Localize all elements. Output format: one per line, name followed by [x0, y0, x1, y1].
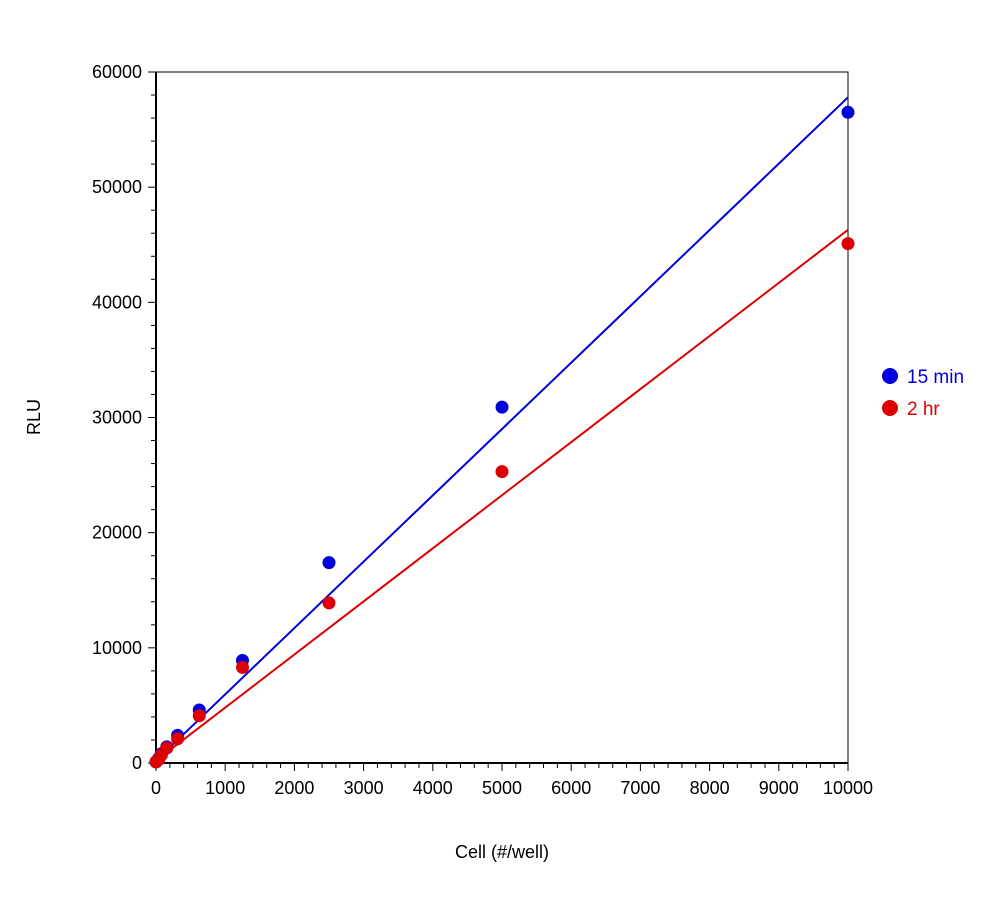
- legend-marker: [882, 368, 898, 384]
- y-tick-label: 50000: [92, 177, 142, 197]
- x-tick-label: 1000: [205, 778, 245, 798]
- y-tick-label: 10000: [92, 638, 142, 658]
- data-point-series-0: [322, 556, 336, 570]
- y-axis-label: RLU: [24, 399, 44, 435]
- y-tick-label: 30000: [92, 408, 142, 428]
- x-tick-label: 0: [151, 778, 161, 798]
- x-tick-label: 8000: [690, 778, 730, 798]
- legend-label: 2 hr: [907, 399, 940, 420]
- fit-line-series-1: [155, 228, 849, 762]
- data-point-series-1: [160, 741, 174, 755]
- data-point-series-1: [841, 237, 855, 251]
- data-points: [149, 105, 855, 769]
- legend: 15 min 2 hr: [882, 367, 964, 420]
- x-tick-label: 7000: [620, 778, 660, 798]
- fit-line-series-0: [155, 96, 849, 762]
- data-point-series-0: [495, 400, 509, 414]
- data-point-series-1: [192, 709, 206, 723]
- x-tick-label: 6000: [551, 778, 591, 798]
- y-tick-label: 0: [132, 753, 142, 773]
- data-point-series-1: [322, 596, 336, 610]
- y-tick-label: 60000: [92, 62, 142, 82]
- x-tick-label: 3000: [344, 778, 384, 798]
- legend-label: 15 min: [907, 367, 964, 388]
- x-tick-label: 2000: [274, 778, 314, 798]
- x-tick-label: 4000: [413, 778, 453, 798]
- y-tick-label: 40000: [92, 292, 142, 312]
- fit-lines: [155, 96, 849, 762]
- data-point-series-1: [495, 465, 509, 479]
- data-point-series-0: [841, 105, 855, 119]
- legend-marker: [882, 400, 898, 416]
- data-point-series-1: [236, 660, 249, 674]
- x-ticks: 0 1000 2000 3000 4000 5000 6000 7000 8000 9000 100…: [151, 763, 873, 798]
- y-ticks: 0 10000 20000 30000 40000 50000 60000: [92, 62, 156, 773]
- x-tick-label: 5000: [482, 778, 522, 798]
- x-tick-label: 10000: [823, 778, 873, 798]
- y-tick-label: 20000: [92, 523, 142, 543]
- x-tick-label: 9000: [759, 778, 799, 798]
- x-axis-label: Cell (#/well): [455, 842, 549, 862]
- data-point-series-1: [171, 732, 185, 746]
